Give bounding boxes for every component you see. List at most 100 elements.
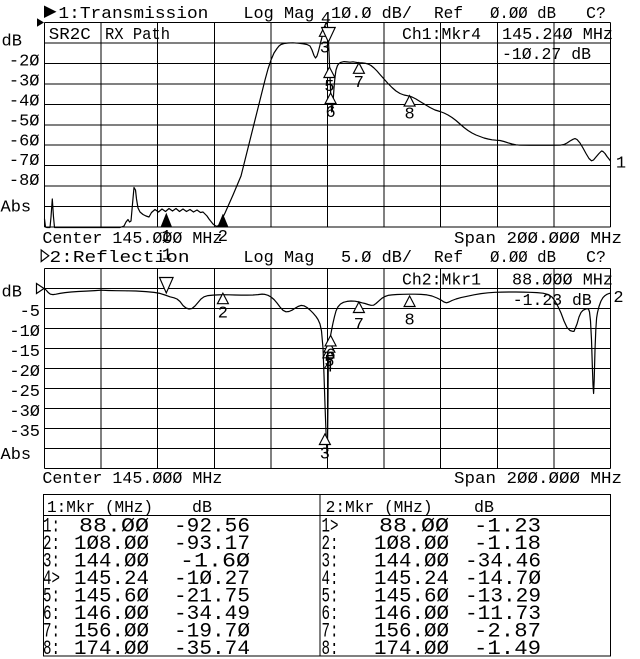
svg-text:-1Ø.27 dB: -1Ø.27 dB (502, 46, 591, 65)
svg-text:-34.46: -34.46 (465, 551, 541, 574)
svg-text:-25: -25 (9, 383, 40, 402)
svg-text:3:: 3: (43, 551, 60, 574)
svg-text:C?: C? (586, 5, 606, 24)
svg-text:-1Ø.27: -1Ø.27 (174, 568, 250, 591)
svg-text:1Ø8.ØØ: 1Ø8.ØØ (374, 533, 449, 556)
svg-text:-6Ø: -6Ø (9, 132, 40, 151)
svg-text:Center 145.ØØØ MHz: Center 145.ØØØ MHz (42, 470, 222, 489)
svg-text:-8Ø: -8Ø (9, 172, 40, 191)
svg-text:1: 1 (162, 247, 172, 266)
svg-text:-21.75: -21.75 (174, 586, 250, 609)
svg-text:dB: dB (192, 499, 212, 518)
svg-text:-3Ø: -3Ø (9, 403, 40, 422)
svg-text:156.ØØ: 156.ØØ (374, 621, 449, 644)
svg-text:-14.7Ø: -14.7Ø (465, 568, 541, 591)
svg-text:145.6Ø: 145.6Ø (74, 586, 149, 609)
svg-text:-1.23: -1.23 (474, 516, 541, 539)
svg-text:Ø.ØØ dB: Ø.ØØ dB (490, 249, 556, 268)
svg-text:2: 2 (613, 289, 623, 308)
svg-text:5:: 5: (322, 586, 339, 609)
svg-text:-5: -5 (20, 303, 40, 322)
svg-text:Abs: Abs (1, 199, 32, 218)
svg-text:2:Reflection: 2:Reflection (50, 249, 190, 268)
svg-text:5: 5 (324, 78, 334, 97)
svg-text:-2.87: -2.87 (474, 621, 541, 644)
svg-text:2:: 2: (322, 533, 339, 556)
svg-text:174.ØØ: 174.ØØ (374, 638, 449, 659)
svg-text:-4Ø: -4Ø (9, 92, 40, 111)
svg-text:dB: dB (2, 284, 22, 303)
svg-text:Abs: Abs (1, 446, 32, 465)
svg-text:-35.74: -35.74 (174, 638, 250, 659)
svg-text:-11.73: -11.73 (465, 603, 541, 626)
svg-text:1Ø.Ø dB/: 1Ø.Ø dB/ (331, 5, 412, 24)
svg-text:1>: 1> (322, 516, 339, 539)
svg-text:156.ØØ: 156.ØØ (74, 621, 149, 644)
svg-text:6:: 6: (322, 603, 339, 626)
svg-text:1:: 1: (43, 516, 60, 539)
svg-text:3:: 3: (322, 551, 339, 574)
svg-text:6: 6 (325, 347, 335, 366)
svg-text:88.ØØØ MHz: 88.ØØØ MHz (512, 272, 613, 291)
svg-text:Ch2:Mkr1: Ch2:Mkr1 (402, 272, 481, 291)
svg-text:Ref: Ref (434, 5, 463, 24)
svg-text:146.ØØ: 146.ØØ (374, 603, 449, 626)
svg-text:-15: -15 (9, 343, 40, 362)
svg-text:-5Ø: -5Ø (9, 112, 40, 131)
svg-text:7:: 7: (322, 621, 339, 644)
svg-text:4>: 4> (43, 568, 60, 591)
svg-text:-3Ø: -3Ø (9, 72, 40, 91)
svg-text:88.ØØ: 88.ØØ (379, 516, 449, 539)
svg-text:145.6Ø: 145.6Ø (374, 586, 449, 609)
svg-text:-1.6Ø: -1.6Ø (180, 551, 250, 574)
svg-text:-35: -35 (9, 423, 40, 442)
svg-text:C?: C? (586, 249, 606, 268)
svg-text:4:: 4: (322, 568, 339, 591)
svg-text:dB: dB (2, 32, 22, 51)
svg-text:7: 7 (354, 316, 364, 335)
svg-text:1:Transmission: 1:Transmission (58, 5, 208, 24)
svg-text:-19.7Ø: -19.7Ø (174, 621, 250, 644)
svg-text:8: 8 (404, 312, 414, 331)
svg-text:5:: 5: (43, 586, 60, 609)
svg-text:-13.29: -13.29 (465, 586, 541, 609)
svg-text:1: 1 (616, 155, 626, 174)
svg-text:Log Mag: Log Mag (243, 5, 314, 24)
svg-text:-92.56: -92.56 (174, 516, 250, 539)
svg-text:6:: 6: (43, 603, 60, 626)
svg-text:-1.18: -1.18 (474, 533, 541, 556)
svg-text:5.Ø dB/: 5.Ø dB/ (341, 249, 412, 268)
svg-text:2:: 2: (43, 533, 60, 556)
svg-text:-2Ø: -2Ø (9, 363, 40, 382)
svg-text:SR2C: SR2C (49, 26, 91, 45)
svg-text:1Ø8.ØØ: 1Ø8.ØØ (74, 533, 149, 556)
svg-text:8:: 8: (43, 638, 60, 659)
svg-text:145.24: 145.24 (74, 568, 149, 591)
svg-text:-93.17: -93.17 (174, 533, 250, 556)
svg-text:2: 2 (218, 305, 228, 324)
svg-text:1: 1 (161, 228, 171, 247)
svg-text:8: 8 (404, 106, 414, 125)
svg-text:Span 2ØØ.ØØØ MHz: Span 2ØØ.ØØØ MHz (454, 230, 622, 249)
svg-text:144.ØØ: 144.ØØ (374, 551, 449, 574)
svg-text:Ø.ØØ dB: Ø.ØØ dB (490, 5, 556, 24)
svg-text:2: 2 (218, 228, 228, 247)
svg-text:Span 2ØØ.ØØØ MHz: Span 2ØØ.ØØØ MHz (454, 470, 622, 489)
svg-text:88.ØØ: 88.ØØ (79, 516, 149, 539)
svg-text:-7Ø: -7Ø (9, 152, 40, 171)
svg-text:5: 5 (324, 353, 334, 372)
svg-text:Ch1:Mkr4: Ch1:Mkr4 (402, 26, 481, 45)
svg-text:-1.49: -1.49 (474, 638, 541, 659)
svg-text:4: 4 (321, 10, 331, 29)
svg-text:4: 4 (323, 359, 333, 378)
svg-text:-1.23 dB: -1.23 dB (513, 292, 592, 311)
svg-text:Log Mag: Log Mag (243, 249, 314, 268)
svg-text:-1Ø: -1Ø (9, 323, 40, 342)
svg-text:3: 3 (320, 40, 330, 59)
svg-text:8:: 8: (322, 638, 339, 659)
svg-text:dB: dB (474, 499, 494, 518)
svg-text:145.24Ø MHz: 145.24Ø MHz (502, 26, 613, 45)
svg-text:174.ØØ: 174.ØØ (74, 638, 149, 659)
svg-text:7:: 7: (43, 621, 60, 644)
svg-text:Ref: Ref (434, 249, 463, 268)
